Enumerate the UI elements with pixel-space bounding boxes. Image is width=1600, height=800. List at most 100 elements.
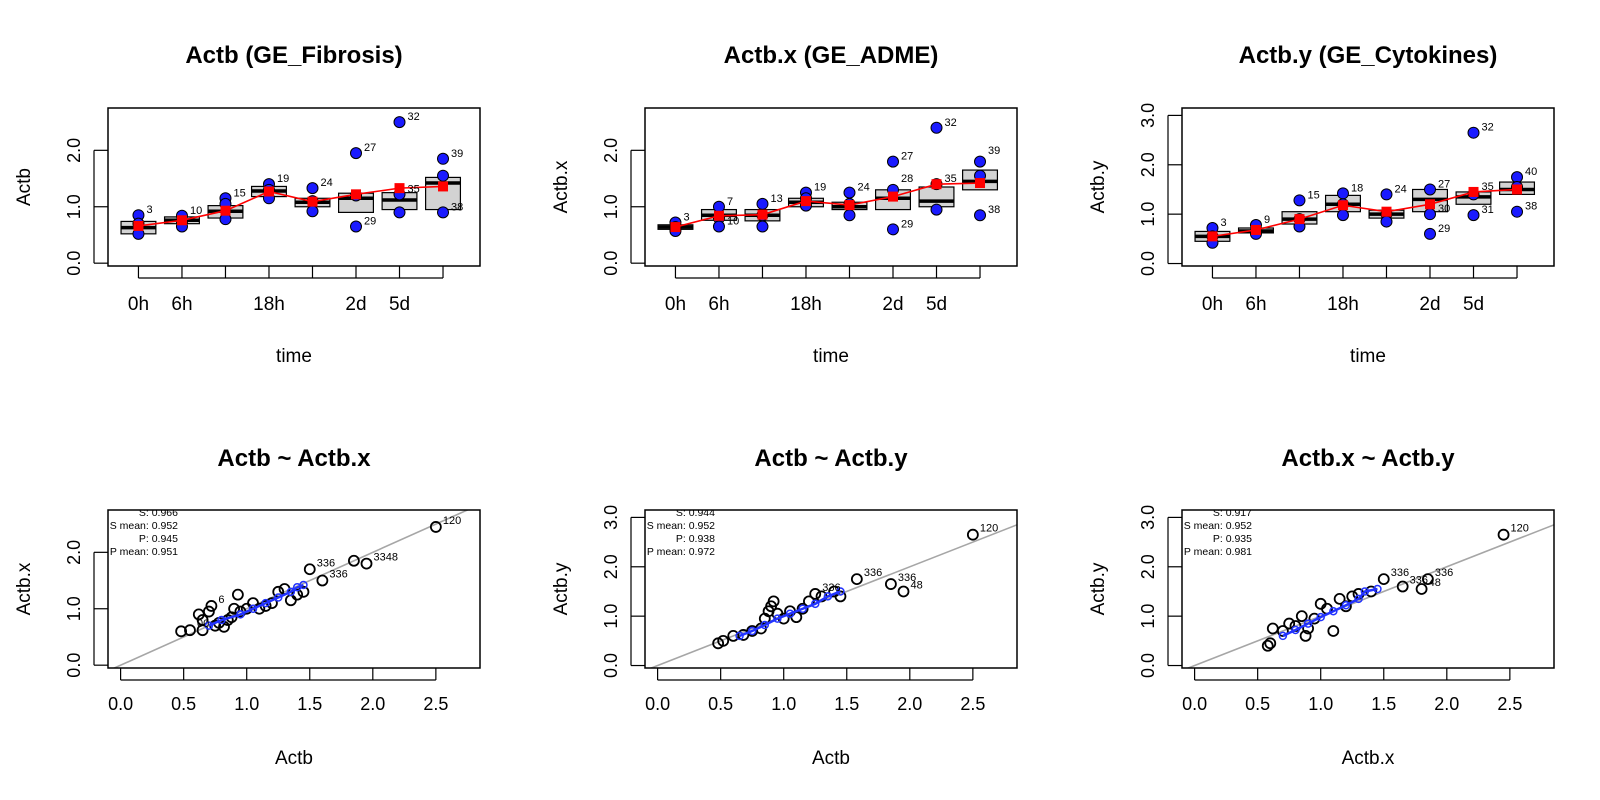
plot-frame: [107, 509, 481, 669]
y-tick-label: 1.0: [64, 596, 84, 621]
scatter-point: [1266, 622, 1279, 635]
y-tick-label: 0.0: [601, 653, 621, 678]
y-tick-label: 3.0: [1138, 103, 1158, 128]
point-label: 35: [945, 173, 957, 185]
stat-line: S: 0.917: [1213, 507, 1252, 519]
point-label: 336: [864, 567, 882, 579]
scatter-point: [717, 634, 730, 647]
data-point: [756, 197, 769, 210]
y-tick-label: 0.0: [1138, 251, 1158, 276]
point-label: 13: [770, 193, 782, 205]
point-label: 35: [408, 183, 420, 195]
highlight-point: [798, 604, 807, 613]
point-label: 3: [683, 212, 689, 224]
point-label: 39: [988, 145, 1000, 157]
x-axis-label: Actb.x: [1342, 748, 1395, 769]
highlight-point: [773, 614, 782, 623]
highlight-point: [1291, 625, 1300, 635]
data-point: [350, 220, 362, 233]
data-point: [1293, 194, 1306, 207]
panel-3: Actb.y (GE_Cytokines)time Actb.y 0.0 1.0 2.0…: [1088, 42, 1555, 367]
x-tick-label: 2.5: [1497, 694, 1522, 714]
y-tick-label: 1.0: [64, 194, 84, 219]
data-point: [930, 121, 943, 134]
y-tick-label: 0.0: [64, 251, 84, 276]
point-label: 19: [277, 173, 289, 185]
scatter-point: [205, 600, 218, 612]
mean-marker: [1468, 186, 1479, 197]
x-tick-label: 2.5: [960, 694, 985, 714]
point-label: 336: [898, 572, 916, 584]
point-label: 28: [901, 173, 913, 185]
data-point: [974, 155, 987, 168]
x-tick-label: 2.5: [423, 694, 448, 714]
mean-marker: [1337, 200, 1348, 211]
point-label: 38: [1525, 201, 1537, 213]
x-tick-label: 18h: [1327, 294, 1359, 315]
data-point: [306, 205, 319, 218]
highlight-point: [1278, 631, 1288, 641]
data-point: [756, 220, 769, 233]
scatter-point: [196, 624, 209, 637]
highlight-point: [1373, 584, 1382, 594]
x-tick-label: 0h: [1202, 294, 1223, 315]
highlight-point: [735, 631, 744, 641]
x-tick-label: 18h: [253, 294, 285, 315]
data-point: [393, 116, 406, 129]
x-tick-label: 1.0: [1308, 694, 1333, 714]
y-axis-label: Actb: [14, 168, 35, 206]
point-label: 24: [1394, 183, 1406, 195]
highlight-point: [1341, 601, 1351, 610]
point-label: 29: [901, 218, 913, 230]
x-tick-label: 6h: [1245, 294, 1266, 315]
scatter-point: [184, 624, 196, 637]
y-tick-label: 2.0: [64, 540, 84, 565]
mean-marker: [888, 191, 898, 202]
stat-line: P mean: 0.972: [647, 546, 715, 558]
mean-marker: [351, 189, 361, 200]
point-label: 3348: [374, 552, 398, 564]
stat-line: P mean: 0.951: [110, 546, 178, 558]
scatter-point: [966, 528, 979, 541]
mean-marker: [394, 183, 405, 194]
y-axis-label: Actb.x: [551, 160, 572, 213]
x-axis-label: time: [813, 346, 849, 367]
mean-line: [1212, 188, 1518, 238]
point-label: 9: [1264, 214, 1270, 226]
x-tick-label: 0.5: [1245, 694, 1270, 714]
y-tick-label: 0.0: [601, 251, 621, 276]
mean-marker: [220, 205, 231, 216]
point-label: 38: [451, 201, 463, 213]
y-tick-label: 2.0: [601, 554, 621, 579]
data-point: [1467, 209, 1480, 222]
scatter-point: [1276, 625, 1289, 637]
y-tick-label: 3.0: [1138, 505, 1158, 530]
point-label: 10: [727, 216, 739, 228]
scatter-point: [1415, 583, 1428, 595]
panel-1: Actb (GE_Fibrosis)time Actb 0.0 1.0 2.0 0h 6h 1…: [14, 42, 481, 367]
data-point: [1336, 187, 1349, 200]
fit-line: [208, 583, 304, 627]
mean-marker: [1512, 184, 1523, 195]
chart-title: Actb (GE_Fibrosis): [185, 42, 402, 69]
point-label: 32: [408, 111, 420, 123]
y-tick-label: 0.0: [64, 653, 84, 678]
x-tick-label: 1.5: [297, 694, 322, 714]
mean-marker: [1294, 214, 1305, 225]
x-tick-label: 6h: [171, 294, 192, 315]
data-point: [1380, 215, 1393, 228]
mean-marker: [670, 222, 681, 233]
plot-frame: [1181, 509, 1555, 669]
point-label: 32: [945, 117, 957, 129]
y-axis-label: Actb.y: [1088, 160, 1109, 213]
x-axis-label: Actb: [275, 748, 313, 769]
scatter-point: [897, 585, 910, 598]
point-label: 00: [197, 618, 209, 630]
scatter-point: [429, 521, 442, 533]
stat-line: P: 0.938: [676, 533, 715, 545]
point-label: 3: [146, 204, 152, 216]
y-axis-label: Actb.y: [1088, 562, 1109, 615]
x-tick-label: 0.5: [708, 694, 733, 714]
mean-marker: [1425, 199, 1435, 210]
